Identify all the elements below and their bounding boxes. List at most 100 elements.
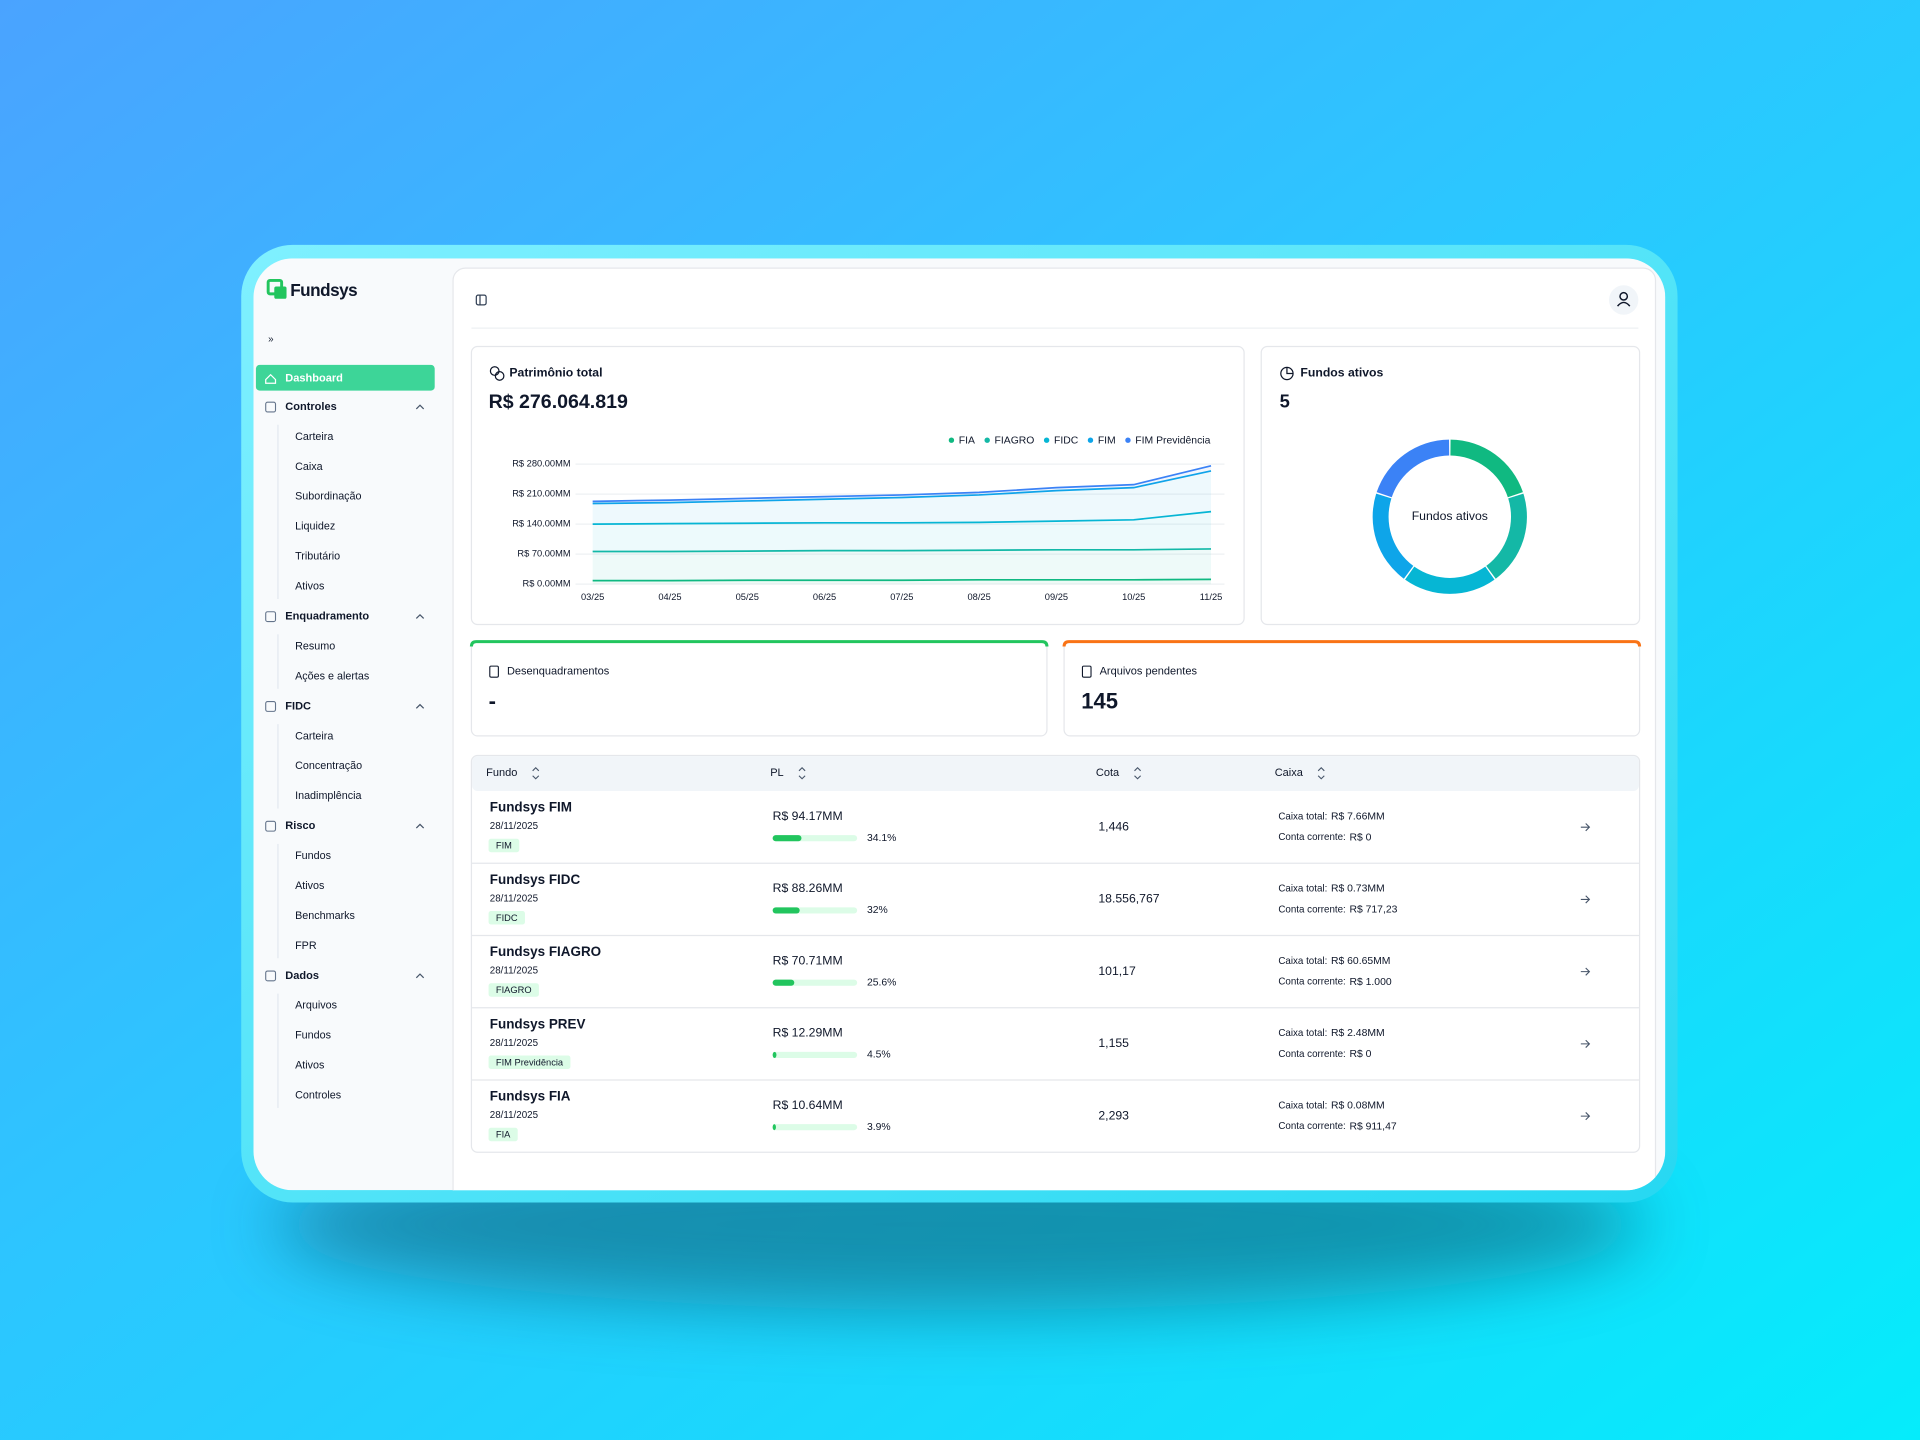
caixa-value: R$ 0.73MM (1331, 884, 1385, 895)
nav-item[interactable]: Benchmarks (295, 910, 355, 922)
group-icon (265, 401, 277, 413)
nav-item[interactable]: Inadimplência (295, 790, 361, 802)
caixa-value: R$ 60.65MM (1331, 956, 1390, 967)
nav-item[interactable]: Resumo (295, 640, 335, 652)
pl-percent: 4.5% (867, 1050, 891, 1061)
chevron-up (415, 823, 425, 829)
pl-value: R$ 10.64MM (773, 1098, 843, 1112)
card-value: R$ 276.064.819 (489, 391, 628, 413)
group-icon (265, 611, 277, 623)
sidebar-toggle[interactable] (475, 294, 487, 306)
legend-marker (1087, 437, 1094, 443)
nav-item[interactable]: Tributário (295, 551, 340, 563)
row-arrow[interactable] (1580, 1112, 1591, 1121)
legend-label: FIM (1098, 436, 1116, 447)
cota-value: 18.556,767 (1098, 892, 1159, 906)
nav-item[interactable]: Ações e alertas (295, 670, 369, 682)
conta-value: R$ 0 (1349, 1049, 1371, 1060)
logo (266, 278, 287, 299)
y-tick-label: R$ 0.00MM (523, 579, 571, 589)
y-tick-label: R$ 210.00MM (512, 489, 570, 499)
nav-item[interactable]: Controles (295, 1090, 341, 1102)
stat-card-accent (1062, 640, 1642, 647)
row-arrow[interactable] (1580, 967, 1591, 976)
fund-tag (488, 838, 520, 853)
caixa-value: R$ 2.48MM (1331, 1028, 1385, 1039)
nav-group[interactable]: Risco (285, 820, 315, 832)
nav-group[interactable]: Controles (285, 401, 336, 413)
pl-percent: 32% (867, 905, 888, 916)
cota-value: 101,17 (1098, 964, 1136, 978)
legend-label: FIDC (1054, 436, 1079, 447)
nav-group[interactable]: FIDC (285, 700, 311, 712)
nav-item[interactable]: Fundos (295, 1030, 331, 1042)
sort-icon[interactable] (798, 766, 806, 780)
x-tick-label: 11/25 (1200, 592, 1223, 602)
brand: Fundsys (290, 280, 357, 300)
row-arrow[interactable] (1580, 1039, 1591, 1048)
y-tick-label: R$ 140.00MM (512, 519, 570, 529)
fund-tag-label: FIM Previdência (496, 1057, 564, 1067)
sort-icon[interactable] (1317, 766, 1325, 780)
nav-item-active[interactable]: Dashboard (285, 372, 343, 384)
pl-track (772, 1051, 858, 1058)
pie-icon (1286, 367, 1294, 375)
donut-segment (1450, 439, 1523, 498)
donut-chart (1372, 439, 1527, 594)
nav-item[interactable]: FPR (295, 940, 317, 952)
fund-name: Fundsys FIDC (490, 872, 581, 887)
caixa-value: R$ 7.66MM (1331, 811, 1385, 822)
caixa-label: Caixa total: (1278, 811, 1327, 822)
collapse-icon[interactable]: » (268, 334, 274, 345)
x-tick-label: 07/25 (890, 592, 913, 602)
nav-group[interactable]: Enquadramento (285, 611, 369, 623)
nav-item[interactable]: Carteira (295, 431, 333, 443)
nav-item[interactable]: Liquidez (295, 521, 335, 533)
nav-item[interactable]: Subordinação (295, 491, 361, 503)
nav-item[interactable]: Concentração (295, 760, 362, 772)
file-icon (489, 665, 499, 678)
conta-label: Conta corrente: (1278, 1121, 1345, 1132)
nav-item[interactable]: Ativos (295, 880, 324, 892)
nav-item[interactable]: Fundos (295, 850, 331, 862)
nav-item[interactable]: Arquivos (295, 1000, 337, 1012)
chevron-up (415, 613, 425, 619)
pl-value: R$ 94.17MM (773, 809, 843, 823)
stat-cards: Desenquadramentos- Arquivos pendentes 145 (469, 640, 1642, 737)
nav-item[interactable]: Ativos (295, 1060, 324, 1072)
series-line (592, 578, 1212, 582)
nav-item[interactable]: Caixa (295, 461, 323, 473)
sort-icon[interactable] (532, 766, 540, 780)
fund-tag (488, 1055, 571, 1069)
pl-bar (772, 1051, 777, 1058)
row-arrow[interactable] (1580, 895, 1591, 904)
series-line (592, 548, 1212, 553)
table-border (470, 754, 1641, 1153)
pl-value: R$ 88.26MM (773, 881, 843, 895)
cota-value: 2,293 (1098, 1108, 1129, 1122)
x-tick-label: 08/25 (967, 592, 990, 602)
sidebar-nav: Controles Carteira Caixa Subordinação Liquid… (265, 401, 425, 1108)
legend-marker (1043, 437, 1050, 443)
donut-center-label: Fundos ativos (1412, 509, 1488, 523)
fund-tag (488, 1127, 518, 1142)
nav-item[interactable]: Ativos (295, 581, 324, 593)
legend-marker (1125, 437, 1131, 443)
conta-label: Conta corrente: (1278, 832, 1345, 843)
active-nav[interactable] (255, 364, 435, 391)
conta-value: R$ 911,47 (1349, 1121, 1396, 1132)
table-header (472, 756, 1639, 792)
nav-item[interactable]: Carteira (295, 730, 333, 742)
x-tick-label: 03/25 (581, 592, 604, 602)
row-arrow[interactable] (1580, 823, 1591, 832)
caixa-label: Caixa total: (1278, 1100, 1327, 1111)
caixa-value: R$ 0.08MM (1331, 1100, 1385, 1111)
nav-group[interactable]: Dados (285, 970, 319, 982)
file-icon (1081, 665, 1092, 678)
sort-icon[interactable] (1134, 766, 1142, 780)
pl-bar (772, 1124, 776, 1131)
fund-date: 28/11/2025 (490, 893, 539, 904)
pl-bar (772, 907, 800, 914)
y-tick-label: R$ 70.00MM (517, 549, 570, 559)
